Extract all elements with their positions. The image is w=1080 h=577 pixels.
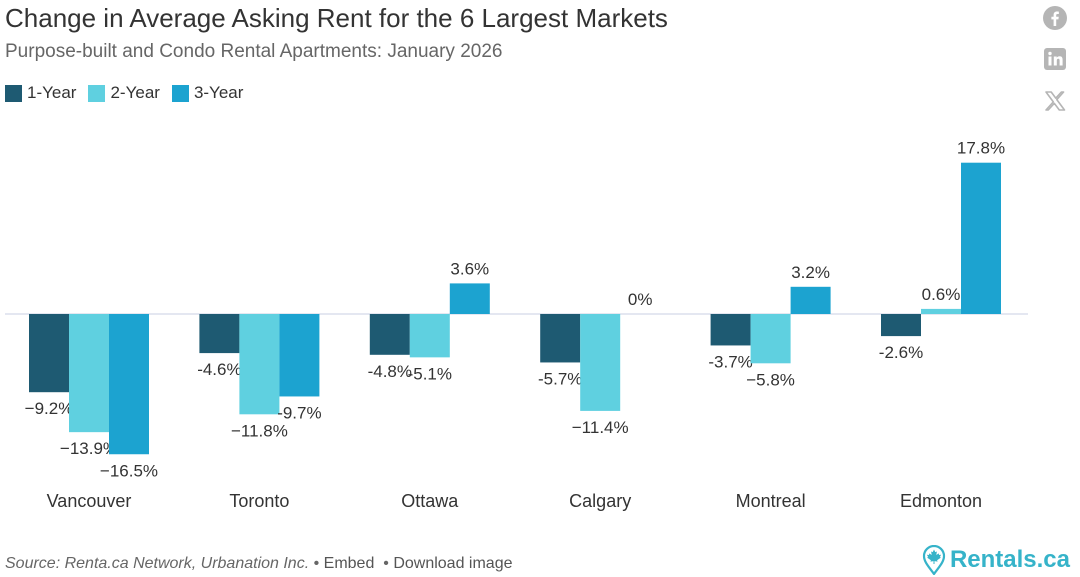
category-label-toronto: Toronto <box>229 491 289 511</box>
data-label-calgary-2-year: −11.4% <box>572 418 629 437</box>
bar-montreal-2-year[interactable] <box>750 314 791 364</box>
legend-swatch-1-year <box>5 84 22 102</box>
data-label-ottawa-1-year: -4.8% <box>368 362 412 381</box>
bar-vancouver-3-year[interactable] <box>109 314 149 455</box>
data-label-edmonton-3-year: 17.8% <box>957 139 1005 158</box>
source-note: Source: Renta.ca Network, Urbanation Inc… <box>5 555 310 572</box>
data-label-toronto-3-year: -9.7% <box>277 403 321 422</box>
legend-swatch-2-year <box>88 84 106 102</box>
bar-toronto-3-year[interactable] <box>279 314 320 397</box>
data-label-calgary-1-year: -5.7% <box>538 369 582 388</box>
category-label-calgary: Calgary <box>569 491 631 511</box>
bar-montreal-3-year[interactable] <box>790 286 831 314</box>
chart-legend: 1-Year 2-Year 3-Year <box>5 83 255 103</box>
bar-edmonton-2-year[interactable] <box>921 308 961 314</box>
bar-vancouver-2-year[interactable] <box>69 314 109 433</box>
bar-montreal-1-year[interactable] <box>710 314 751 346</box>
data-label-calgary-3-year: 0% <box>628 290 653 309</box>
bar-ottawa-1-year[interactable] <box>369 314 410 355</box>
data-label-vancouver-1-year: −9.2% <box>25 399 74 418</box>
embed-link[interactable]: Embed <box>323 555 375 572</box>
data-label-montreal-3-year: 3.2% <box>791 263 830 282</box>
bar-calgary-2-year[interactable] <box>580 314 621 411</box>
category-label-ottawa: Ottawa <box>401 491 459 511</box>
data-label-montreal-2-year: −5.8% <box>746 370 795 389</box>
data-label-montreal-1-year: -3.7% <box>708 352 752 371</box>
legend-swatch-3-year <box>171 84 189 102</box>
category-label-edmonton: Edmonton <box>900 491 982 511</box>
category-label-vancouver: Vancouver <box>47 491 132 511</box>
bar-edmonton-1-year[interactable] <box>881 314 921 337</box>
legend-label-2-year: 2-Year <box>110 83 160 102</box>
data-label-vancouver-2-year: −13.9% <box>60 439 118 458</box>
bar-ottawa-2-year[interactable] <box>409 314 450 358</box>
bar-ottawa-3-year[interactable] <box>449 283 490 314</box>
chart-title: Change in Average Asking Rent for the 6 … <box>5 3 668 33</box>
footer-separator: • <box>378 555 394 572</box>
bar-edmonton-3-year[interactable] <box>961 162 1001 314</box>
rentals-logo[interactable]: Rentals.ca <box>922 545 1070 575</box>
legend-item-1-year[interactable]: 1-Year <box>5 83 76 103</box>
category-label-montreal: Montreal <box>736 491 806 511</box>
legend-label-1-year: 1-Year <box>27 83 77 102</box>
footer-separator: • <box>313 555 324 572</box>
x-icon[interactable] <box>1042 88 1068 114</box>
data-label-edmonton-2-year: 0.6% <box>922 285 961 304</box>
data-label-ottawa-2-year: -5.1% <box>408 364 452 383</box>
legend-label-3-year: 3-Year <box>193 83 244 102</box>
bar-vancouver-1-year[interactable] <box>29 314 69 393</box>
linkedin-icon[interactable] <box>1042 46 1068 72</box>
data-label-edmonton-1-year: -2.6% <box>879 343 923 362</box>
legend-item-3-year[interactable]: 3-Year <box>171 83 244 103</box>
data-label-ottawa-3-year: 3.6% <box>450 259 489 278</box>
brand-name: Rentals.ca <box>949 546 1070 573</box>
download-image-link[interactable]: Download image <box>393 555 513 572</box>
bar-toronto-1-year[interactable] <box>199 314 240 354</box>
legend-item-2-year[interactable]: 2-Year <box>88 83 160 103</box>
chart-subtitle: Purpose-built and Condo Rental Apartment… <box>5 41 503 62</box>
chart-footer: Source: Renta.ca Network, Urbanation Inc… <box>5 555 513 573</box>
facebook-icon[interactable] <box>1042 5 1068 31</box>
maple-leaf-pin-icon <box>922 545 946 575</box>
data-label-toronto-1-year: -4.6% <box>197 360 241 379</box>
bar-toronto-2-year[interactable] <box>239 314 280 415</box>
data-label-vancouver-3-year: −16.5% <box>100 461 158 480</box>
data-label-toronto-2-year: −11.8% <box>231 421 288 440</box>
bar-calgary-1-year[interactable] <box>540 314 581 363</box>
